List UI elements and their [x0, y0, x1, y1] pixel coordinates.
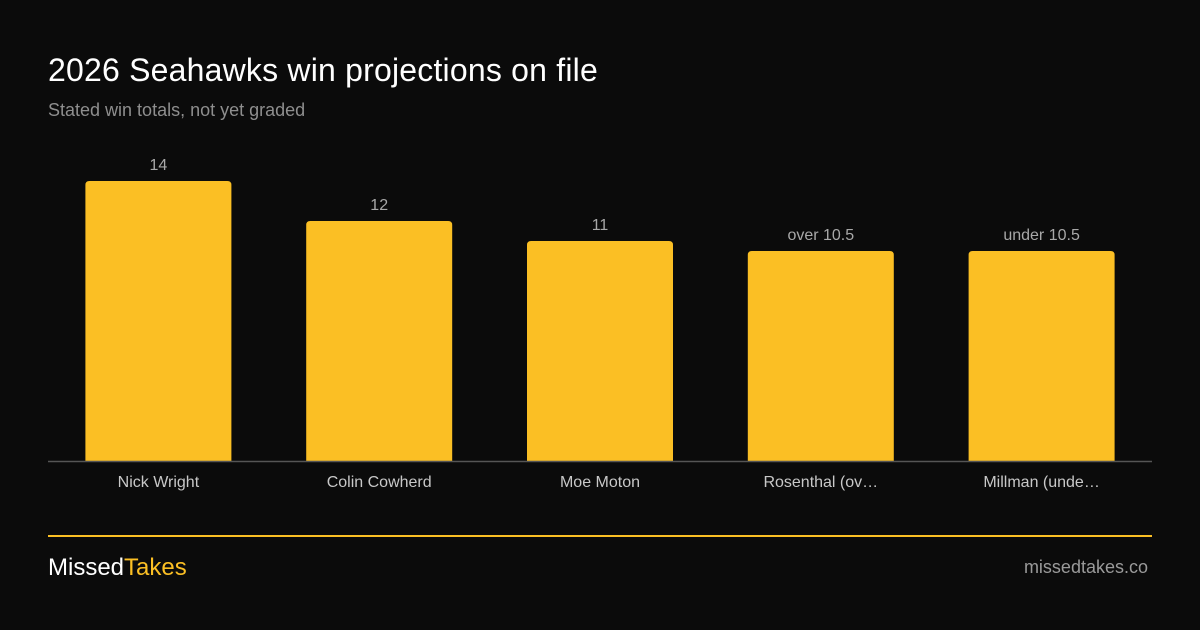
brand-name-part2: Takes	[124, 554, 187, 581]
brand-name-part1: Missed	[48, 554, 125, 581]
value-label-0: 14	[150, 157, 168, 174]
chart-subtitle: Stated win totals, not yet graded	[48, 100, 306, 120]
bar-chart: 14 Nick Wright 12 Colin Cowherd 11 Moe Moton o…	[48, 157, 1152, 491]
category-label-2: Moe Moton	[560, 474, 640, 491]
value-label-3: over 10.5	[787, 227, 854, 244]
bar-4	[968, 251, 1115, 461]
bar-3	[747, 251, 894, 461]
value-label-4: under 10.5	[1003, 227, 1080, 244]
chart-title: 2026 Seahawks win projections on file	[48, 52, 598, 88]
brand-logo: MissedTakes	[48, 554, 187, 582]
value-label-1: 12	[370, 197, 388, 214]
value-label-2: 11	[592, 217, 609, 234]
category-label-1: Colin Cowherd	[327, 474, 432, 491]
site-url: missedtakes.co	[1023, 557, 1148, 577]
category-label-3: Rosenthal (ov…	[763, 474, 878, 491]
bar-2	[527, 241, 673, 461]
category-label-4: Millman (unde…	[983, 474, 1099, 491]
category-label-0: Nick Wright	[118, 474, 200, 491]
bar-0	[85, 181, 232, 461]
footer-divider	[48, 535, 1152, 537]
bar-1	[306, 221, 453, 461]
